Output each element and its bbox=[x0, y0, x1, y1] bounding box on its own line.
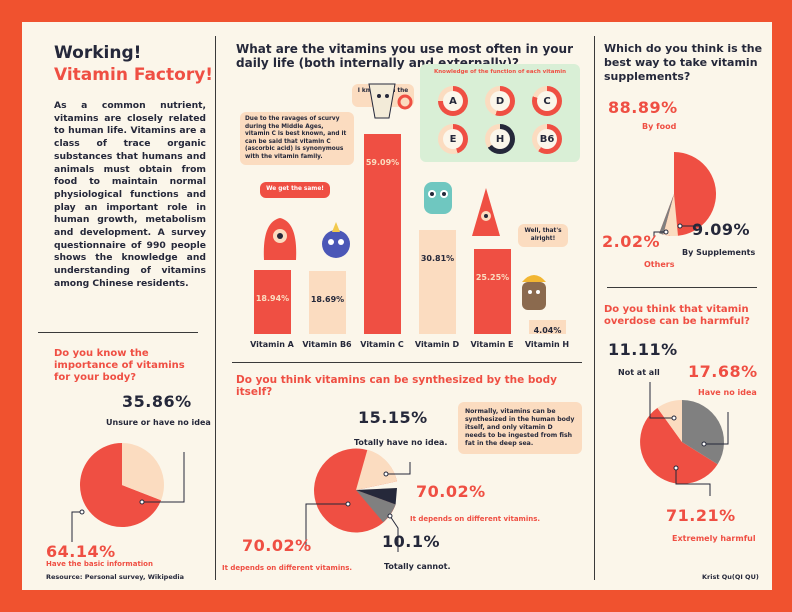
title-line-1: Working! bbox=[54, 43, 142, 63]
ring-e: E bbox=[438, 124, 468, 154]
others-label: Others bbox=[644, 260, 675, 269]
synth-note: Normally, vitamins can be synthesized in… bbox=[458, 402, 582, 454]
author-credit: Krist Qu(QI QU) bbox=[702, 573, 759, 581]
unsure-label: Unsure or have no idea bbox=[106, 418, 211, 427]
bar-value-label: 25.25% bbox=[475, 273, 510, 282]
mascot-vitamin-b6 bbox=[322, 222, 350, 258]
pie-slice-noidea bbox=[356, 449, 397, 490]
mascot-vitamin-a bbox=[263, 218, 297, 260]
knowledge-title: Knowledge of the function of each vitami… bbox=[433, 69, 567, 75]
importance-question: Do you know the importance of vitamins f… bbox=[54, 348, 185, 383]
supp-pct: 9.09% bbox=[692, 220, 751, 239]
bar-vitamin-h: 4.04% bbox=[529, 320, 566, 335]
food-pct: 88.89% bbox=[608, 98, 678, 117]
ring-h: H bbox=[485, 124, 515, 154]
importance-pie bbox=[71, 443, 185, 542]
vitamin-bar-chart: 18.94% 18.69% 59.09% 30.81% 25.25% 4.04% bbox=[248, 114, 578, 335]
bar-vitamin-e: 25.25% bbox=[474, 249, 511, 334]
alright-bubble: Well, that's alright! bbox=[518, 224, 568, 247]
take-pie bbox=[653, 152, 717, 238]
harm-label: Extremely harmful bbox=[672, 534, 756, 543]
bar-category-labels: Vitamin A Vitamin B6 Vitamin C Vitamin D Vit… bbox=[248, 340, 578, 352]
divider-center bbox=[232, 362, 582, 363]
pie-slice-basic bbox=[79, 443, 162, 527]
bar-value-label: 59.09% bbox=[365, 158, 400, 167]
bar-category-label: Vitamin H bbox=[524, 340, 570, 349]
ring-d: D bbox=[485, 86, 515, 116]
pie-slice-others bbox=[659, 194, 674, 235]
depends-pct-2: 70.02% bbox=[242, 536, 312, 555]
basic-label: Have the basic information bbox=[46, 560, 153, 568]
title-line-2: Vitamin Factory! bbox=[54, 65, 214, 85]
mascot-vitamin-d bbox=[424, 182, 452, 214]
bar-vitamin-b6: 18.69% bbox=[309, 271, 346, 334]
bar-category-label: Vitamin E bbox=[470, 340, 514, 349]
bar-category-label: Vitamin B6 bbox=[302, 340, 352, 349]
overdose-pie bbox=[640, 382, 729, 496]
column-divider-right bbox=[594, 36, 595, 580]
idea-pct: 17.68% bbox=[688, 362, 758, 381]
bar-value-label: 30.81% bbox=[420, 254, 455, 263]
pie-slice-unsure bbox=[122, 443, 164, 501]
ring-c: C bbox=[532, 86, 562, 116]
not-label: Not at all bbox=[618, 368, 660, 377]
synth-question: Do you think vitamins can be synthesized… bbox=[236, 374, 557, 398]
bar-vitamin-a: 18.94% bbox=[254, 270, 291, 334]
same-bubble: We get the same! bbox=[260, 182, 330, 198]
ring-b6: B6 bbox=[532, 124, 562, 154]
overdose-question: Do you think that vitamin overdose can b… bbox=[604, 304, 750, 327]
others-pct: 2.02% bbox=[602, 232, 661, 251]
food-label: By food bbox=[642, 122, 677, 131]
bar-category-label: Vitamin C bbox=[360, 340, 404, 349]
bar-category-label: Vitamin A bbox=[250, 340, 294, 349]
idea-label: Have no idea bbox=[698, 388, 757, 397]
basic-pct: 64.14% bbox=[46, 542, 116, 561]
scurvy-bubble: Due to the ravages of scurvy during the … bbox=[240, 112, 354, 165]
synth-pie bbox=[305, 448, 411, 552]
ring-a: A bbox=[438, 86, 468, 116]
pie-slice-cannot bbox=[356, 490, 396, 523]
mascot-vitamin-c bbox=[368, 83, 413, 119]
cannot-pct: 10.1% bbox=[382, 532, 441, 551]
column-divider-left bbox=[215, 36, 216, 580]
cannot-label: Totally cannot. bbox=[384, 562, 451, 571]
bar-category-label: Vitamin D bbox=[414, 340, 460, 349]
mascot-vitamin-h bbox=[522, 275, 546, 310]
depends-pct: 70.02% bbox=[416, 482, 486, 501]
supp-label: By Supplements bbox=[682, 248, 756, 257]
bar-value-label: 4.04% bbox=[533, 326, 562, 335]
harm-pct: 71.21% bbox=[666, 506, 736, 525]
noidea-label: Totally have no idea. bbox=[354, 438, 448, 447]
intro-text: As a common nutrient, vitamins are close… bbox=[54, 100, 206, 289]
pie-slice-not bbox=[657, 399, 682, 442]
pie-slice-idea bbox=[682, 400, 725, 465]
not-pct: 11.11% bbox=[608, 340, 678, 359]
bar-vitamin-c: 59.09% bbox=[364, 134, 401, 334]
divider-right bbox=[607, 287, 757, 288]
take-question: Which do you think is the best way to ta… bbox=[604, 42, 763, 83]
knowledge-panel: Knowledge of the function of each vitami… bbox=[420, 64, 580, 162]
divider-left bbox=[38, 332, 198, 333]
unsure-pct: 35.86% bbox=[122, 392, 192, 411]
bar-value-label: 18.94% bbox=[255, 294, 290, 303]
bar-value-label: 18.69% bbox=[310, 295, 345, 304]
pie-slice-harm bbox=[640, 407, 718, 484]
infographic-board: Working! Vitamin Factory! As a common nu… bbox=[22, 22, 772, 590]
depends-label-2: It depends on different vitamins. bbox=[222, 564, 353, 572]
depends-label: It depends on different vitamins. bbox=[410, 515, 541, 523]
noidea-pct: 15.15% bbox=[358, 408, 428, 427]
resource-note: Resource: Personal survey, Wikipedia bbox=[46, 573, 185, 581]
mascot-vitamin-e bbox=[472, 188, 500, 236]
bar-vitamin-d: 30.81% bbox=[419, 230, 456, 334]
